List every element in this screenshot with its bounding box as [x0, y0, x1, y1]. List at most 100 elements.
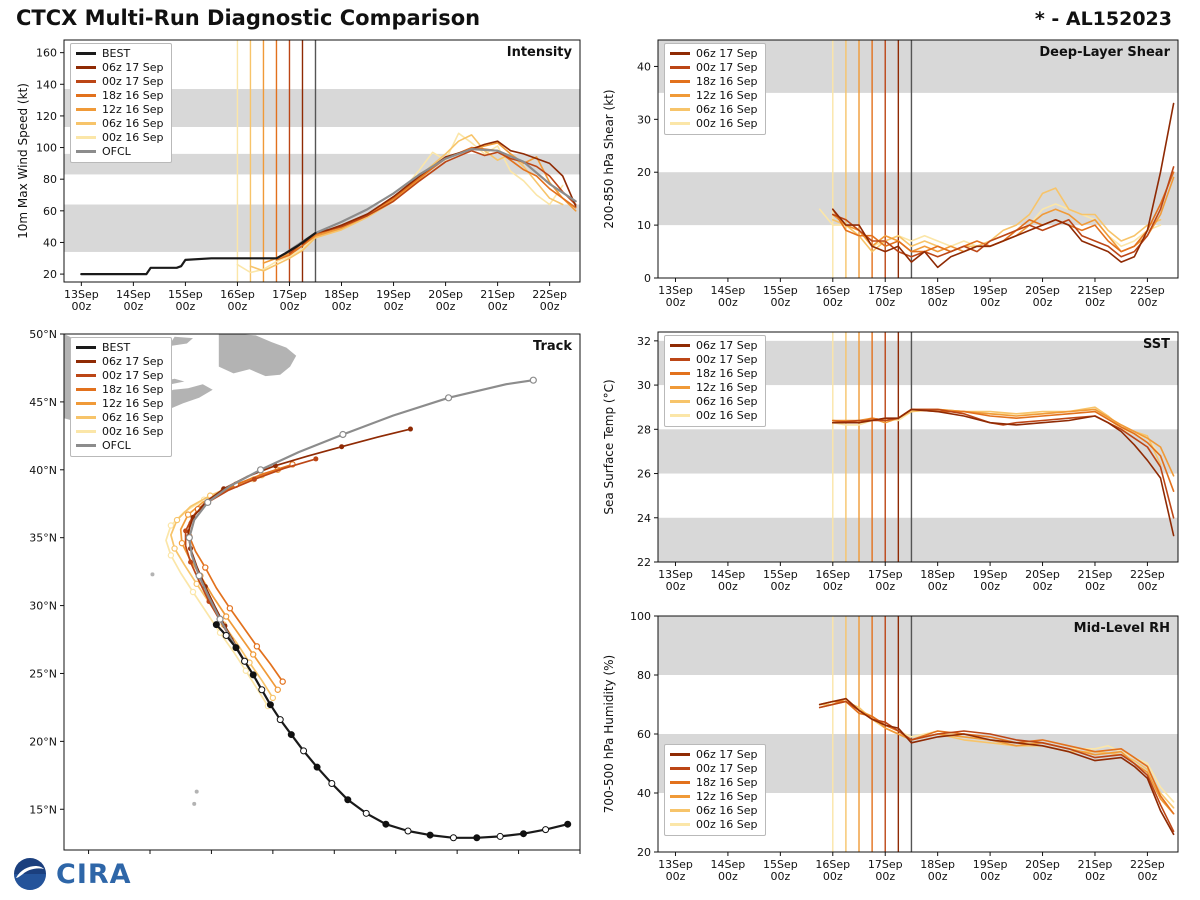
legend-label: 06z 16 Sep	[696, 103, 758, 116]
legend-entry: 00z 17 Sep	[670, 353, 758, 366]
track-12z 16 Sep	[179, 468, 279, 691]
y-tick-label: 32	[637, 335, 651, 348]
track-18z 16 Sep	[188, 463, 293, 683]
legend-entry: 12z 16 Sep	[670, 790, 758, 803]
x-tick-label: 21Sep 00z	[1078, 284, 1113, 309]
y-tick-label: 100	[630, 610, 651, 623]
track-point-marker	[222, 613, 230, 620]
legend-entry: 00z 17 Sep	[670, 61, 758, 74]
track-point-marker	[202, 564, 209, 571]
island	[150, 572, 155, 577]
legend-entry: 12z 16 Sep	[76, 103, 164, 116]
x-tick-label: 21Sep 00z	[480, 288, 515, 313]
track-point-marker	[313, 456, 319, 462]
legend-swatch	[670, 753, 690, 756]
track-point-marker	[183, 528, 189, 534]
legend-entry: OFCL	[76, 439, 164, 452]
legend-entry: 12z 16 Sep	[76, 397, 164, 410]
legend-label: 06z 17 Sep	[102, 61, 164, 74]
x-tick-label: 22Sep 00z	[1130, 568, 1165, 593]
legend-label: 06z 16 Sep	[696, 804, 758, 817]
track-point-marker	[167, 522, 175, 529]
x-tick-label: 18Sep 00z	[920, 568, 955, 593]
legend-entry: 00z 16 Sep	[670, 409, 758, 422]
x-tick-label: 22Sep 00z	[1130, 858, 1165, 883]
legend-swatch	[76, 360, 96, 363]
legend-entry: 00z 16 Sep	[670, 117, 758, 130]
y-tick-label: 80	[43, 173, 57, 186]
legend-swatch	[670, 122, 690, 125]
rh-legend: 06z 17 Sep 00z 17 Sep 18z 16 Sep 12z 16 Sep…	[664, 744, 766, 836]
legend-entry: BEST	[76, 341, 164, 354]
legend-swatch	[76, 444, 96, 447]
intensity-legend: BEST 06z 17 Sep 00z 17 Sep 18z 16 Sep 12z 16…	[70, 43, 172, 163]
x-tick-label: 19Sep 00z	[973, 858, 1008, 883]
sst-panel: 22 24 26 28 30 32 Sea Surface Temp (°C) SST 13Se…	[600, 322, 1186, 606]
legend-label: 06z 16 Sep	[696, 395, 758, 408]
legend-label: 06z 17 Sep	[102, 355, 164, 368]
legend-swatch	[670, 823, 690, 826]
y-axis-title: 10m Max Wind Speed (kt)	[16, 83, 30, 239]
track-06z 16 Sep	[170, 474, 274, 699]
shaded-band	[658, 517, 1178, 562]
legend-entry: 18z 16 Sep	[76, 383, 164, 396]
legend-label: 00z 17 Sep	[102, 369, 164, 382]
y-tick-label: 80	[637, 669, 651, 682]
y-tick-label: 30	[637, 379, 651, 392]
legend-swatch	[670, 358, 690, 361]
x-tick-label: 18Sep 00z	[920, 284, 955, 309]
legend-label: 06z 16 Sep	[102, 117, 164, 130]
legend-label: OFCL	[102, 439, 131, 452]
y-tick-label: 22	[637, 556, 651, 569]
x-tick-label: 15Sep 00z	[763, 858, 798, 883]
track-point-marker	[287, 731, 295, 739]
track-point-marker	[204, 498, 212, 506]
y-tick-label: 25°N	[29, 667, 57, 680]
y-axis-title: 200-850 hPa Shear (kt)	[602, 89, 616, 228]
track-point-marker	[188, 559, 194, 565]
legend-label: 06z 17 Sep	[696, 748, 758, 761]
y-tick-label: 26	[637, 468, 651, 481]
legend-entry: 06z 17 Sep	[76, 61, 164, 74]
legend-label: 00z 16 Sep	[696, 818, 758, 831]
legend-swatch	[76, 80, 96, 83]
y-tick-label: 30°N	[29, 600, 57, 613]
legend-label: 06z 16 Sep	[102, 411, 164, 424]
legend-swatch	[76, 136, 96, 139]
track-point-marker	[189, 588, 197, 596]
track-point-marker	[300, 747, 308, 755]
noaa-logo	[14, 858, 46, 890]
track-point-marker	[274, 686, 281, 693]
series-00z 16 Sep	[236, 132, 564, 274]
x-tick-label: 13Sep 00z	[658, 568, 693, 593]
x-tick-label: 15Sep 00z	[168, 288, 203, 313]
markers-06z 16 Sep	[171, 472, 277, 702]
track-point-marker	[362, 809, 370, 817]
track-point-marker	[222, 631, 230, 639]
x-tick-label: 22Sep 00z	[1130, 284, 1165, 309]
track-point-marker	[542, 826, 550, 834]
legend-entry: 06z 16 Sep	[670, 395, 758, 408]
legend-label: BEST	[102, 341, 131, 354]
legend-swatch	[670, 372, 690, 375]
x-tick-label: 14Sep 00z	[711, 858, 746, 883]
track-point-marker	[171, 545, 178, 552]
legend-entry: 00z 17 Sep	[670, 762, 758, 775]
x-tick-label: 19Sep 00z	[973, 568, 1008, 593]
markers-BEST	[212, 621, 572, 842]
track-point-marker	[212, 621, 220, 629]
x-tick-label: 17Sep 00z	[868, 858, 903, 883]
legend-label: 12z 16 Sep	[696, 790, 758, 803]
rh-panel: 20 40 60 80 100 700-500 hPa Humidity (%) Mid-L…	[600, 606, 1186, 896]
footer-logos: CIRA	[12, 856, 132, 892]
legend-swatch	[670, 781, 690, 784]
y-tick-label: 20	[43, 268, 57, 281]
panel-title: Intensity	[507, 45, 573, 60]
legend-label: 00z 17 Sep	[696, 762, 758, 775]
track-point-marker	[249, 671, 257, 679]
track-point-marker	[344, 796, 352, 804]
legend-entry: 12z 16 Sep	[670, 89, 758, 102]
legend-swatch	[76, 94, 96, 97]
plot-border	[657, 39, 1179, 279]
